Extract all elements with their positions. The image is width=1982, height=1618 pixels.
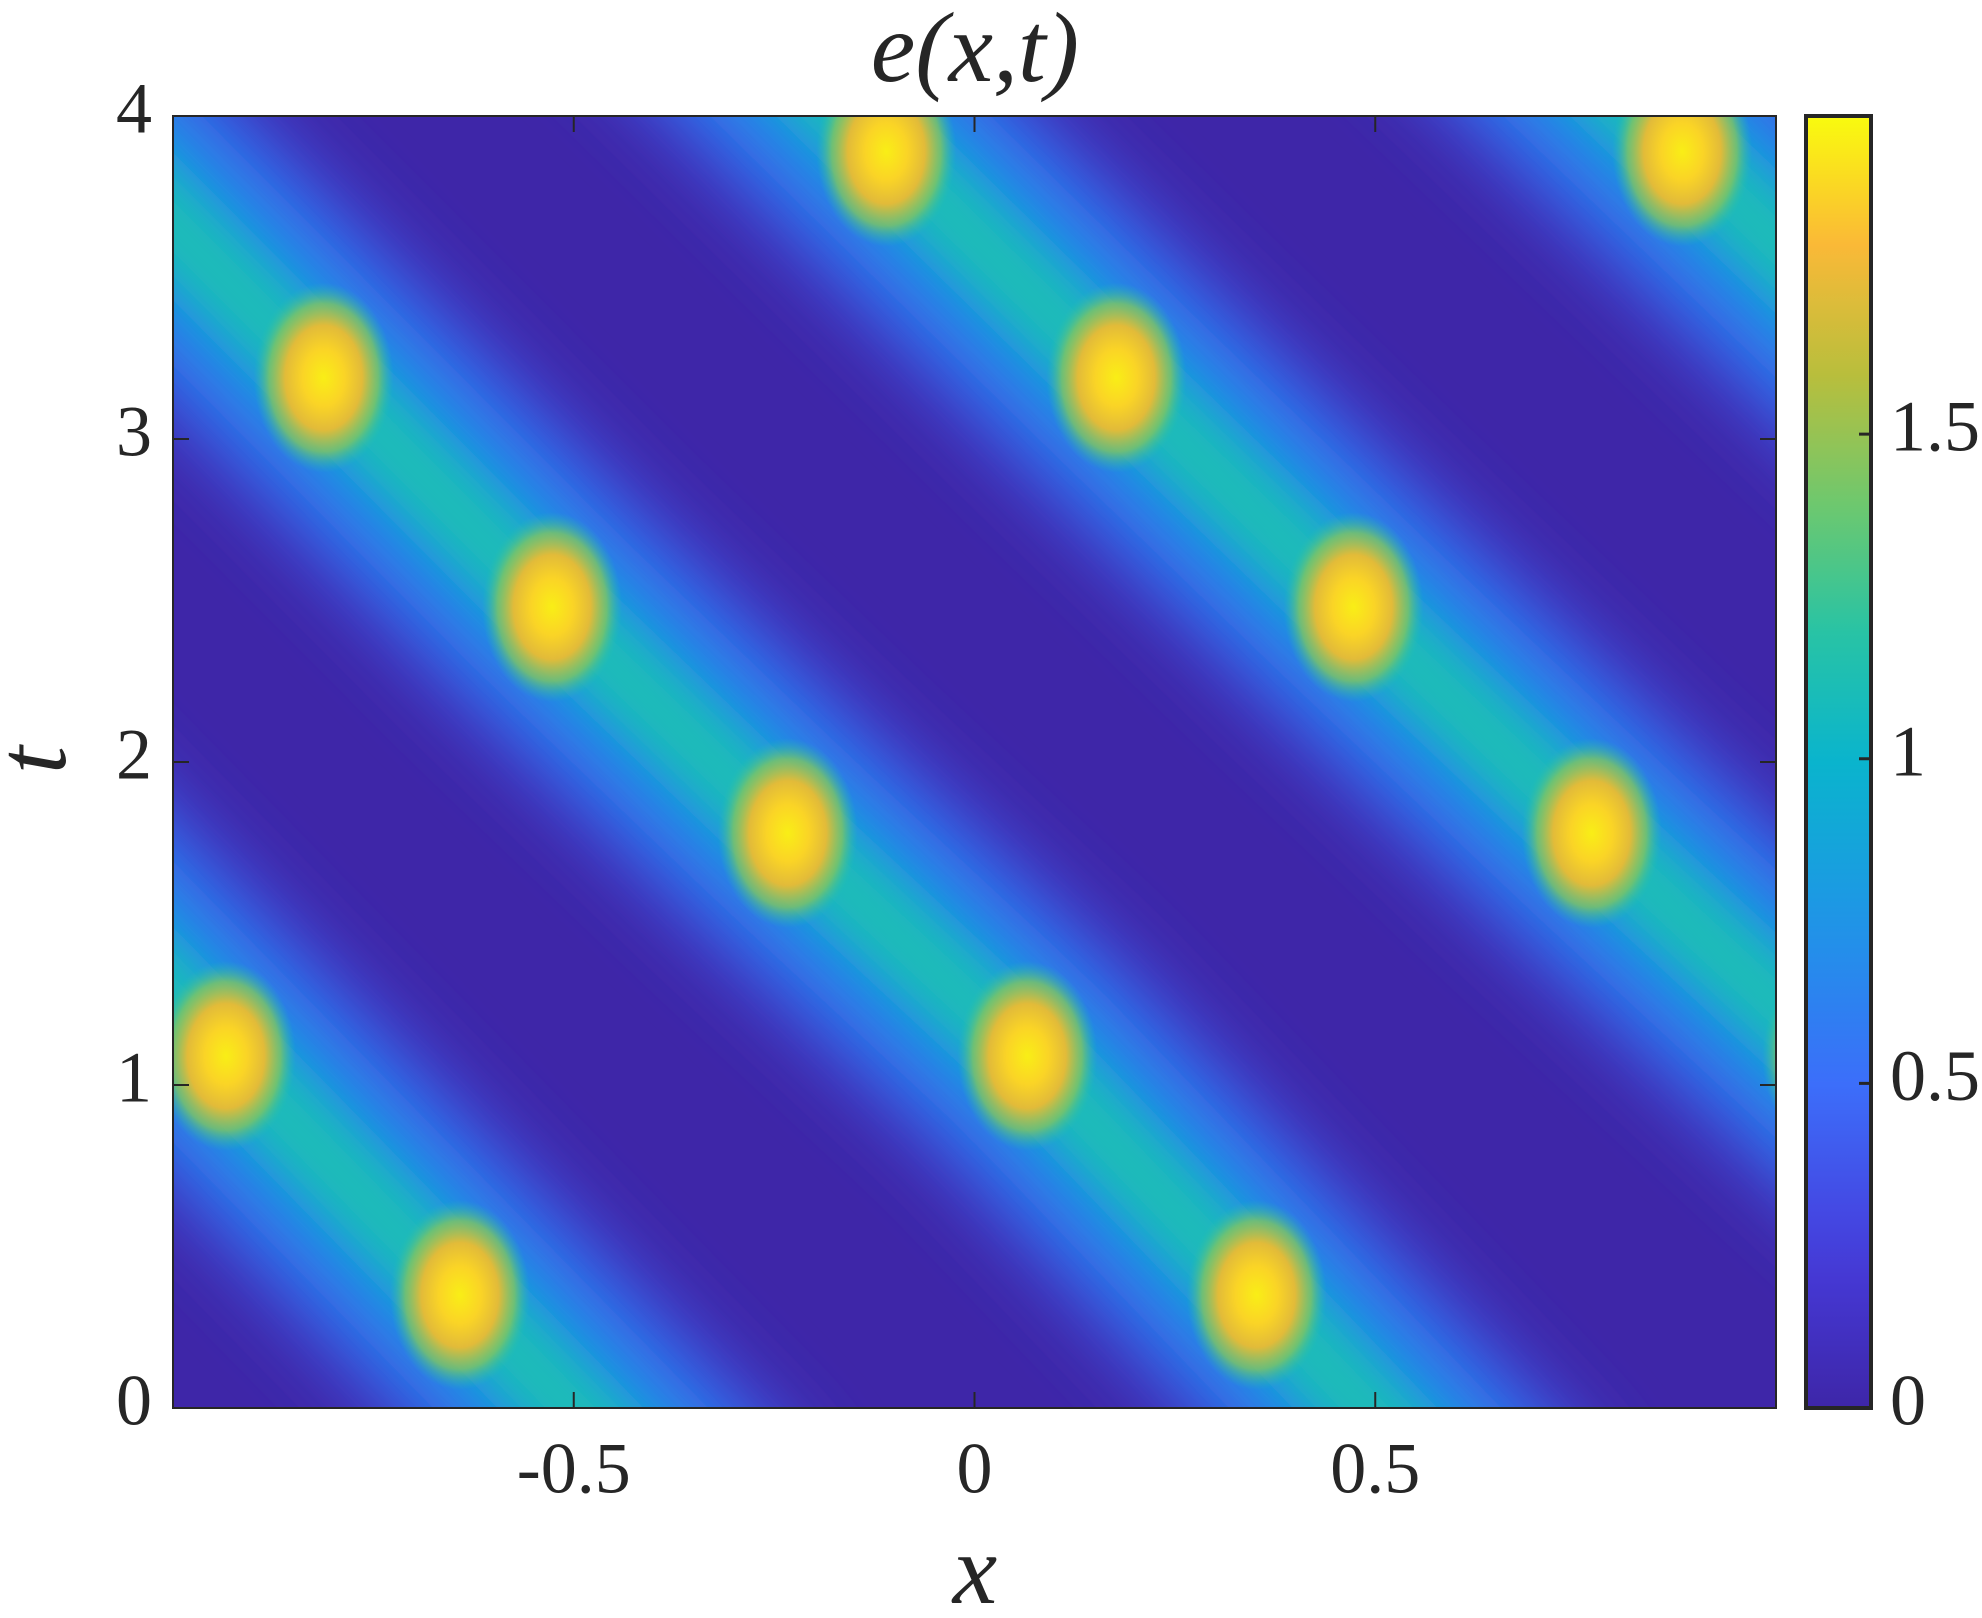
chart-title: e(x,t) — [871, 0, 1079, 103]
peak — [389, 1199, 530, 1390]
peak — [1521, 738, 1662, 929]
peak — [717, 738, 858, 929]
y-tick-label: 0 — [116, 1361, 152, 1441]
peak — [1612, 116, 1753, 247]
colorbar — [1804, 114, 1873, 1410]
colorbar-tick-label: 1.5 — [1890, 387, 1980, 467]
peak — [816, 116, 957, 247]
peak — [482, 511, 623, 702]
x-tick-label: 0 — [957, 1429, 993, 1509]
x-axis-label: x — [951, 1514, 997, 1618]
peak — [173, 960, 296, 1151]
x-tick-label: -0.5 — [517, 1429, 631, 1509]
colorbar-tick-label: 0.5 — [1890, 1036, 1980, 1116]
heatmap — [173, 116, 1776, 1408]
peak — [1283, 511, 1424, 702]
x-tick-label: 0.5 — [1330, 1429, 1420, 1509]
colorbar-tick-label: 1 — [1890, 711, 1926, 791]
y-tick-label: 3 — [116, 392, 152, 472]
y-tick-label: 1 — [116, 1038, 152, 1118]
peak — [1046, 282, 1187, 473]
axes: -0.5 0 0.5 0 1 2 3 4 0 0.5 1 1.5 — [116, 69, 1980, 1509]
y-tick-label: 2 — [116, 715, 152, 795]
colorbar-tick-label: 0 — [1890, 1361, 1926, 1441]
ridge — [173, 951, 620, 1408]
peak — [1186, 1199, 1327, 1390]
peak — [253, 282, 394, 473]
peak — [957, 960, 1098, 1151]
y-tick-label: 4 — [116, 69, 152, 149]
y-axis-label: t — [0, 744, 87, 774]
